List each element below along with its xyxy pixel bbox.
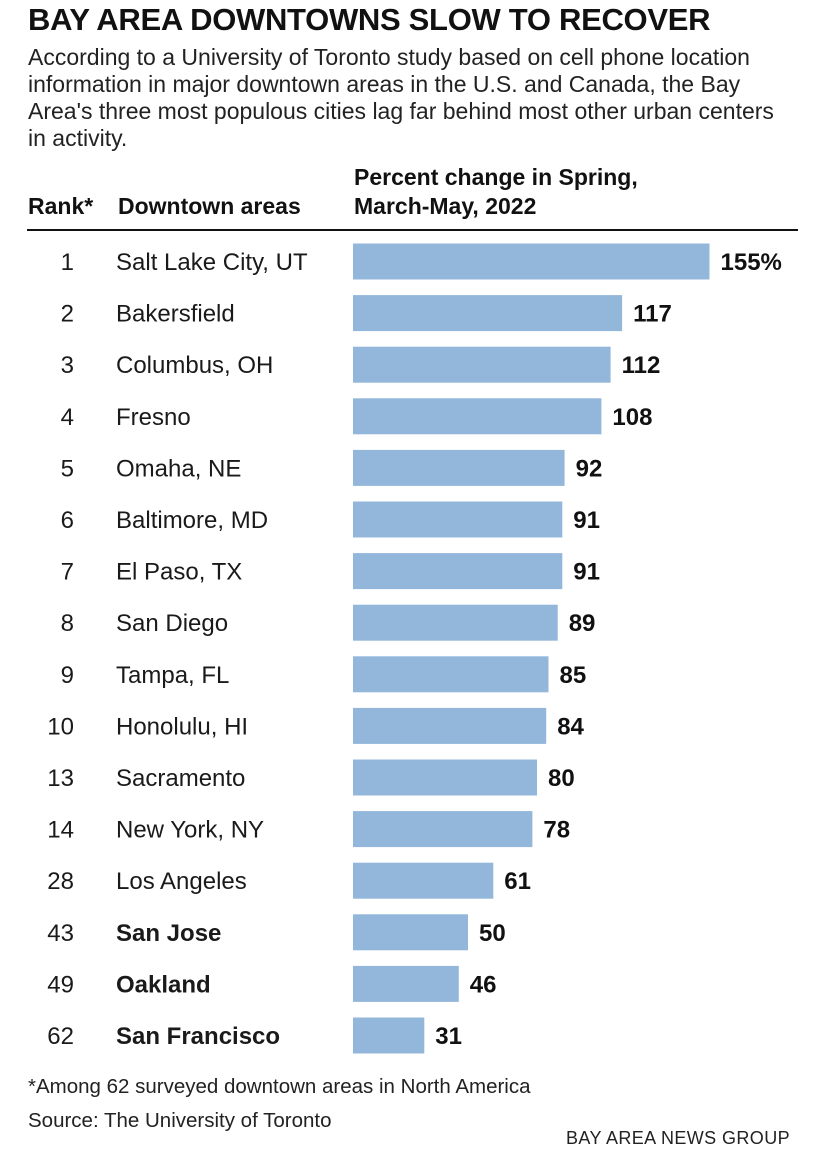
- value-label: 108: [612, 404, 652, 431]
- column-header-area: Downtown areas: [118, 193, 301, 219]
- rank-label: 3: [61, 352, 74, 379]
- value-label: 112: [622, 352, 661, 379]
- rank-label: 6: [61, 507, 74, 534]
- bar: [353, 759, 537, 796]
- value-label: 78: [543, 817, 570, 844]
- chart-subtitle: According to a University of Toronto stu…: [28, 44, 774, 151]
- area-label: Baltimore, MD: [116, 507, 268, 534]
- rank-label: 1: [61, 249, 74, 276]
- rank-label: 5: [61, 455, 74, 482]
- column-header-rank: Rank*: [28, 193, 94, 219]
- bar: [353, 914, 468, 951]
- bar: [353, 449, 565, 486]
- area-label: Bakersfield: [116, 301, 235, 328]
- value-label: 80: [548, 765, 575, 792]
- value-label: 50: [479, 920, 506, 947]
- bar: [353, 965, 459, 1002]
- area-label: Columbus, OH: [116, 352, 273, 379]
- area-label: Salt Lake City, UT: [116, 249, 308, 276]
- rank-label: 4: [61, 404, 74, 431]
- area-label: New York, NY: [116, 817, 264, 844]
- bar: [353, 243, 710, 280]
- value-label: 89: [569, 610, 596, 637]
- credit-line: BAY AREA NEWS GROUP: [566, 1128, 790, 1148]
- rank-label: 9: [61, 662, 74, 689]
- area-label: Oakland: [116, 971, 211, 998]
- rank-label: 49: [47, 971, 74, 998]
- column-header-percent: Percent change in Spring, March-May, 202…: [354, 163, 638, 221]
- rank-label: 13: [47, 765, 74, 792]
- rank-label: 28: [47, 868, 74, 895]
- bar: [353, 346, 611, 383]
- rank-label: 14: [47, 817, 74, 844]
- header-rule: [27, 229, 798, 231]
- rank-label: 10: [47, 713, 74, 740]
- bar: [353, 862, 494, 899]
- rank-label: 7: [61, 559, 74, 586]
- bar: [353, 553, 563, 590]
- area-label: San Diego: [116, 610, 228, 637]
- area-label: Fresno: [116, 404, 191, 431]
- column-header-percent-line1: Percent change in Spring,: [354, 164, 638, 190]
- bar: [353, 604, 558, 641]
- area-label: Sacramento: [116, 765, 245, 792]
- bar: [353, 1017, 425, 1054]
- area-label: Los Angeles: [116, 868, 247, 895]
- column-header-percent-line2: March-May, 2022: [354, 193, 537, 219]
- chart-title: BAY AREA DOWNTOWNS SLOW TO RECOVER: [28, 2, 711, 37]
- bar: [353, 295, 623, 332]
- area-label: El Paso, TX: [116, 559, 242, 586]
- value-label: 46: [470, 971, 497, 998]
- value-label: 61: [504, 868, 531, 895]
- area-label: San Francisco: [116, 1023, 280, 1050]
- rank-label: 2: [61, 301, 74, 328]
- area-label: Tampa, FL: [116, 662, 229, 689]
- value-label: 117: [633, 301, 672, 328]
- value-label: 91: [573, 507, 600, 534]
- value-label: 155%: [721, 249, 782, 276]
- rank-label: 8: [61, 610, 74, 637]
- bar: [353, 707, 547, 744]
- rank-label: 62: [47, 1023, 74, 1050]
- value-label: 91: [573, 559, 600, 586]
- bar: [353, 811, 533, 848]
- area-label: Honolulu, HI: [116, 713, 248, 740]
- bar: [353, 398, 602, 435]
- area-label: San Jose: [116, 920, 221, 947]
- footnote: *Among 62 surveyed downtown areas in Nor…: [28, 1075, 531, 1098]
- bar: [353, 656, 549, 693]
- rank-label: 43: [47, 920, 74, 947]
- value-label: 92: [576, 455, 603, 482]
- value-label: 84: [557, 713, 584, 740]
- value-label: 85: [560, 662, 587, 689]
- area-label: Omaha, NE: [116, 455, 241, 482]
- bar: [353, 501, 563, 538]
- source-note: Source: The University of Toronto: [28, 1109, 332, 1132]
- value-label: 31: [435, 1023, 462, 1050]
